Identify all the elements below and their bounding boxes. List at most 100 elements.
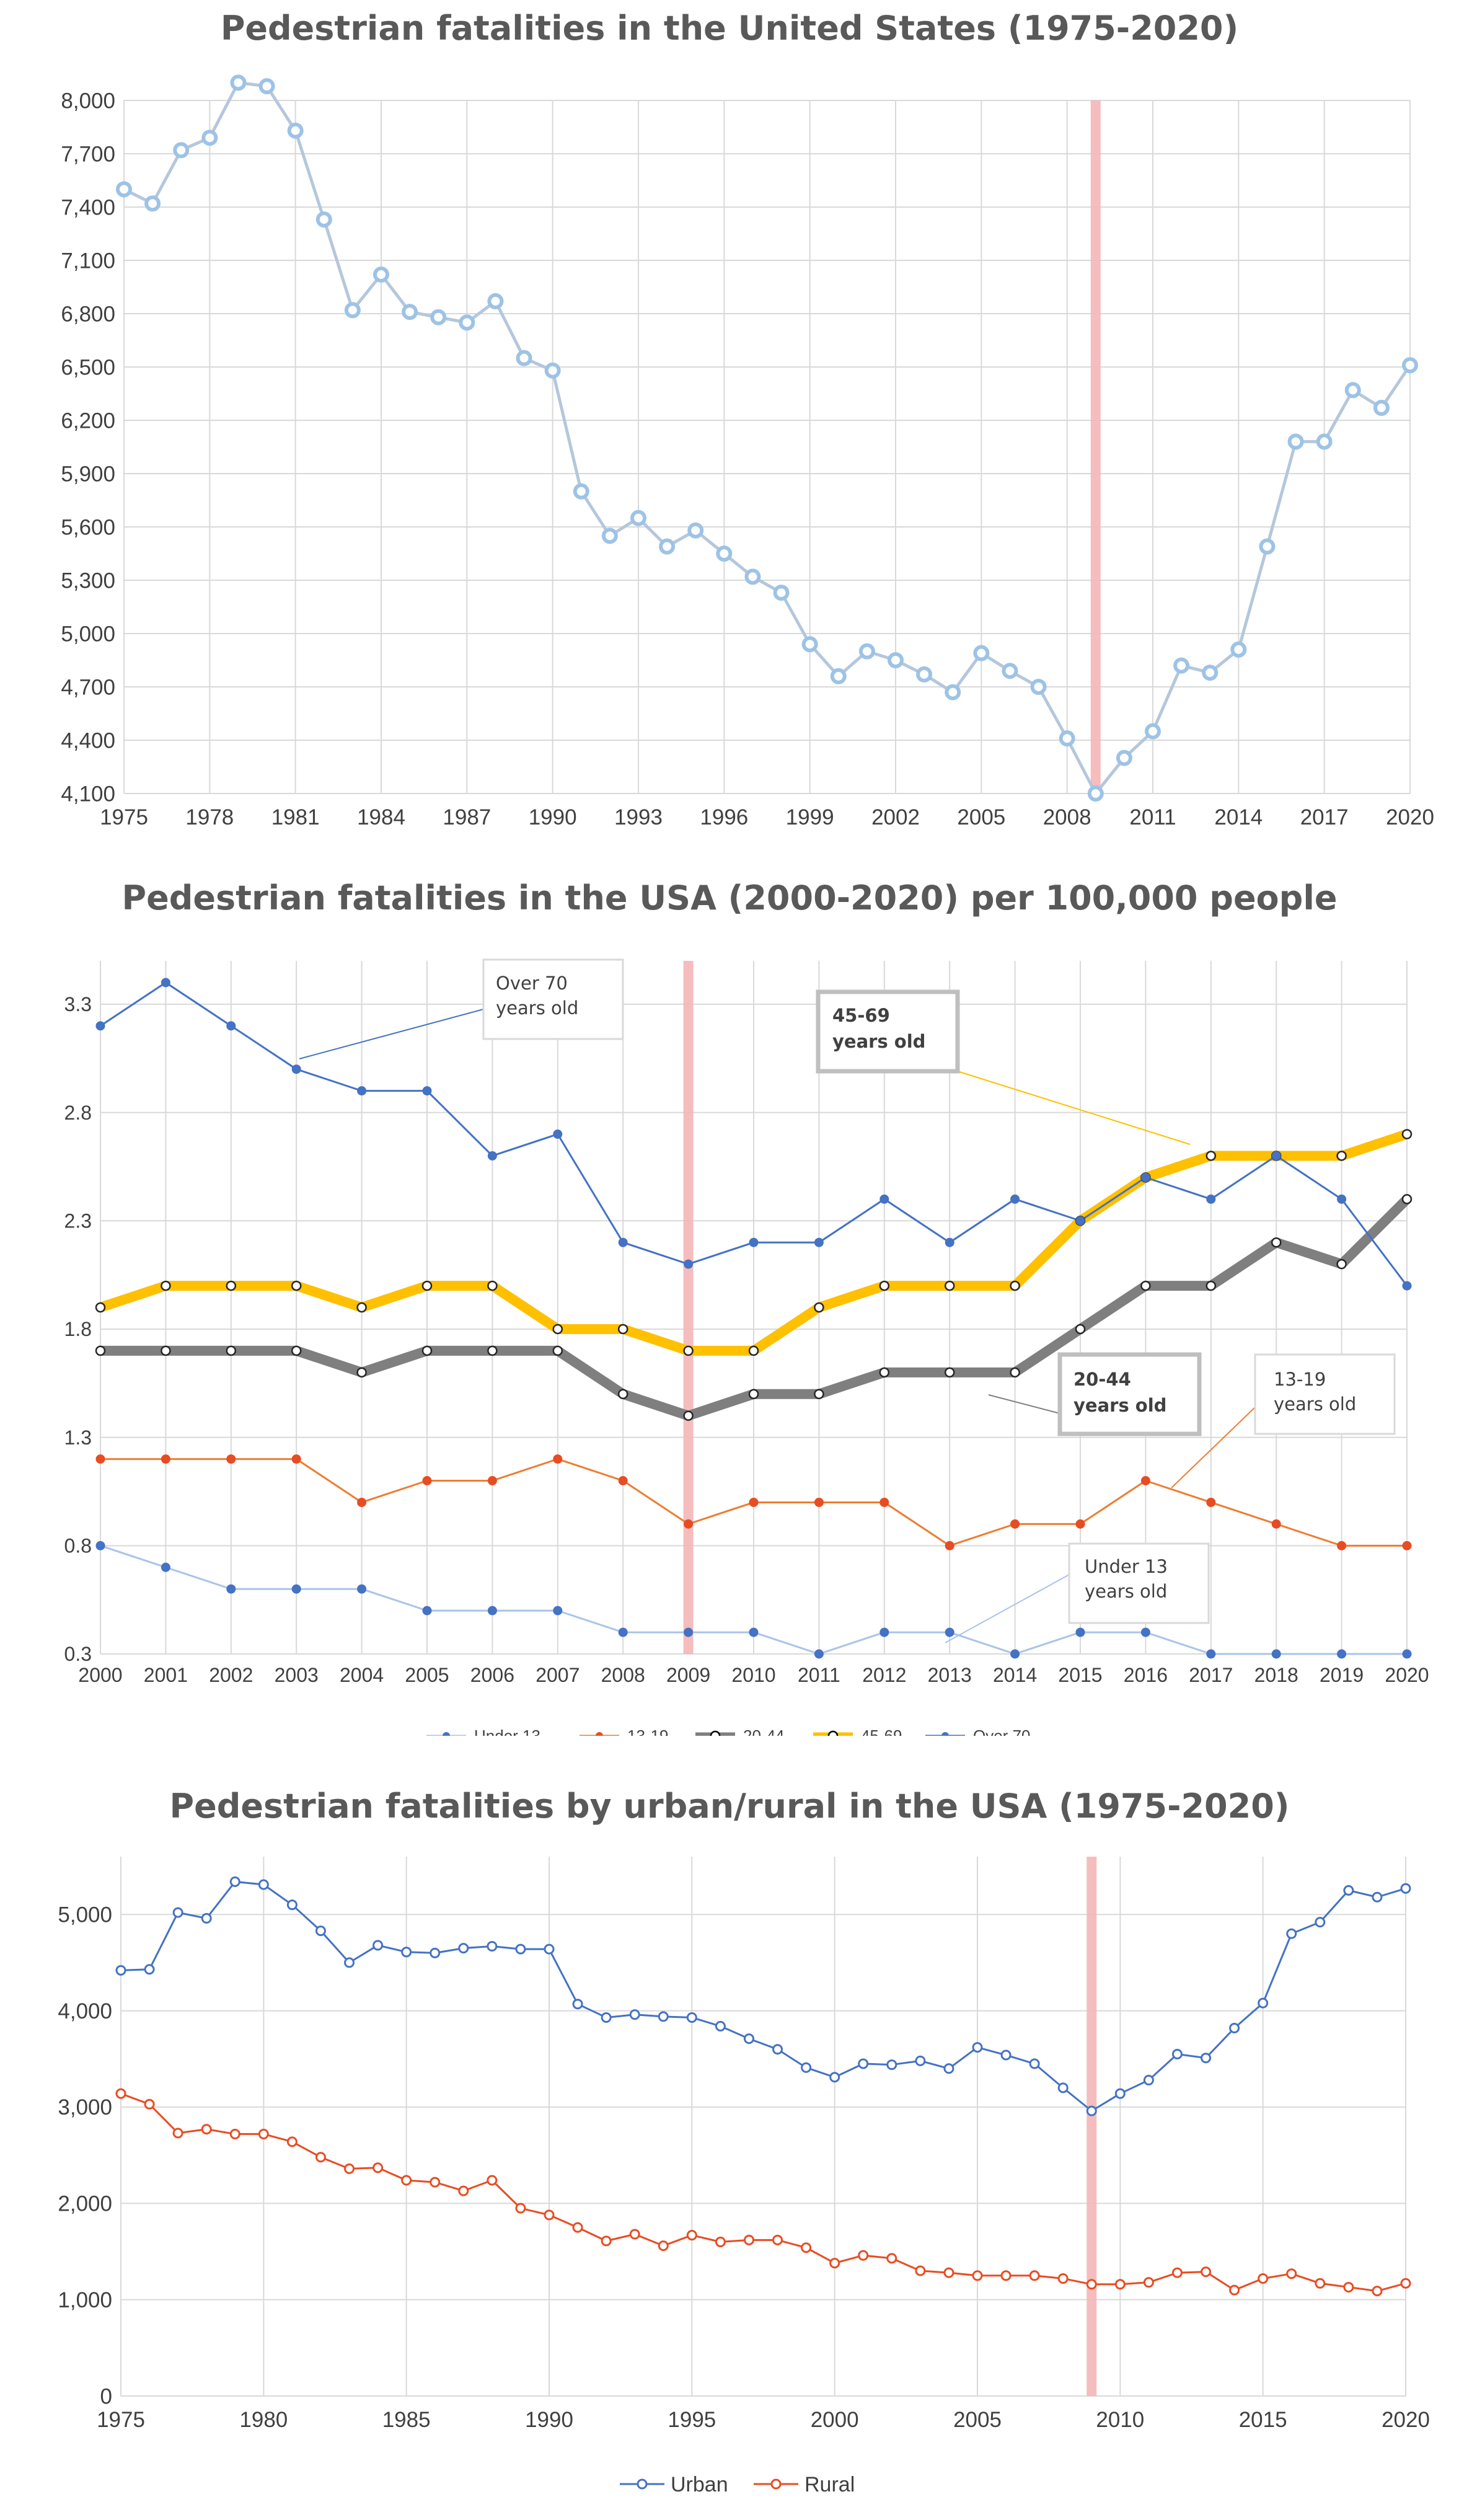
x-tick-label: 1985 bbox=[382, 2408, 431, 2432]
data-point bbox=[356, 1302, 367, 1313]
y-tick-label: 5,300 bbox=[61, 568, 115, 593]
data-point bbox=[226, 1021, 236, 1031]
data-point bbox=[879, 1497, 889, 1507]
data-point bbox=[749, 1237, 759, 1247]
data-point bbox=[683, 1345, 694, 1356]
data-point bbox=[1336, 1151, 1347, 1161]
data-point bbox=[286, 1899, 298, 1911]
data-point bbox=[1010, 1367, 1020, 1378]
legend-label: 13-19 bbox=[627, 1726, 669, 1736]
x-tick-label: 1999 bbox=[786, 805, 834, 829]
data-point bbox=[357, 1497, 367, 1507]
data-point bbox=[487, 293, 504, 309]
data-point bbox=[344, 2163, 355, 2174]
data-point bbox=[684, 1259, 694, 1269]
data-point bbox=[544, 2209, 555, 2221]
data-point bbox=[1059, 730, 1075, 747]
annotation-20-44: 20-44 years old bbox=[988, 1352, 1202, 1436]
data-point bbox=[1010, 1649, 1020, 1659]
data-point bbox=[888, 652, 904, 668]
data-point bbox=[422, 1476, 432, 1485]
data-point bbox=[1140, 1476, 1150, 1485]
data-point bbox=[1171, 2048, 1183, 2059]
x-tick-label: 2018 bbox=[1254, 1664, 1298, 1686]
annotation-text: years old bbox=[1274, 1394, 1356, 1415]
annotation-13-19: 13-19 years old bbox=[1171, 1353, 1396, 1488]
data-point bbox=[230, 74, 247, 91]
annotation-over-70: Over 70 years old bbox=[299, 958, 624, 1059]
data-point bbox=[357, 1086, 367, 1096]
y-tick-label: 3,000 bbox=[58, 2095, 112, 2120]
x-tick-label: 2007 bbox=[536, 1664, 580, 1686]
data-point bbox=[945, 1237, 954, 1247]
data-point bbox=[1201, 2266, 1212, 2278]
data-point bbox=[1337, 1649, 1347, 1659]
data-point bbox=[1229, 2284, 1240, 2296]
data-point bbox=[226, 1280, 237, 1291]
data-point bbox=[1010, 1280, 1020, 1291]
data-point bbox=[1201, 2053, 1212, 2064]
data-point bbox=[401, 1947, 412, 1958]
data-point bbox=[172, 2128, 183, 2139]
x-tick-label: 2002 bbox=[209, 1664, 253, 1686]
legend-item-rural[interactable]: Rural bbox=[754, 2473, 855, 2496]
legend-item-45-69[interactable]: 45-69 bbox=[813, 1726, 902, 1736]
legend-item-urban[interactable]: Urban bbox=[620, 2473, 728, 2496]
data-point bbox=[829, 2258, 840, 2269]
data-point bbox=[144, 2098, 155, 2110]
data-point bbox=[291, 1584, 301, 1594]
x-tick-label: 2008 bbox=[1043, 805, 1091, 829]
data-point bbox=[1337, 1541, 1347, 1550]
data-point bbox=[201, 130, 218, 146]
data-point bbox=[95, 1454, 105, 1464]
y-tick-label: 4,100 bbox=[61, 782, 115, 806]
data-point bbox=[658, 2011, 669, 2022]
data-point bbox=[1206, 1151, 1217, 1161]
data-point bbox=[553, 1454, 563, 1464]
legend-item-20-44[interactable]: 20-44 bbox=[695, 1726, 785, 1736]
x-tick-label: 2010 bbox=[731, 1664, 775, 1686]
data-point bbox=[572, 1999, 583, 2010]
data-point bbox=[879, 1280, 890, 1291]
x-tick-label: 2011 bbox=[798, 1664, 840, 1686]
data-point bbox=[973, 645, 990, 661]
data-point bbox=[1029, 2058, 1040, 2069]
annotation-text: Over 70 bbox=[496, 973, 568, 994]
data-point bbox=[422, 1606, 432, 1616]
data-point bbox=[1230, 641, 1247, 658]
y-tick-label: 5,000 bbox=[58, 1903, 112, 1927]
data-point bbox=[858, 2250, 869, 2261]
data-point bbox=[1075, 1324, 1086, 1335]
data-point bbox=[553, 1130, 563, 1139]
chart-urban-rural: Pedestrian fatalities by urban/rural in … bbox=[58, 1787, 1430, 2496]
data-point bbox=[1145, 723, 1161, 740]
data-point bbox=[287, 122, 304, 139]
x-tick-label: 1981 bbox=[271, 805, 320, 829]
data-point bbox=[1259, 538, 1276, 555]
legend-item-over-70[interactable]: Over 70 bbox=[925, 1726, 1031, 1736]
legend-label: Rural bbox=[804, 2473, 855, 2496]
legend-label: 20-44 bbox=[743, 1726, 785, 1736]
x-tick-label: 1993 bbox=[614, 805, 663, 829]
data-point bbox=[1140, 1627, 1150, 1637]
data-point bbox=[430, 1947, 441, 1958]
data-point bbox=[553, 1606, 563, 1616]
data-point bbox=[1143, 2074, 1154, 2085]
legend-item-under-13[interactable]: Under 13 bbox=[426, 1726, 540, 1736]
data-point bbox=[458, 2185, 469, 2196]
x-tick-label: 2000 bbox=[78, 1664, 122, 1686]
data-point bbox=[1258, 1997, 1269, 2009]
data-point bbox=[1315, 2278, 1326, 2289]
series-line-rural bbox=[120, 2092, 1406, 2292]
data-point bbox=[487, 1606, 497, 1616]
data-point bbox=[617, 1324, 628, 1335]
x-tick-label: 2005 bbox=[957, 805, 1005, 829]
data-point bbox=[1402, 1541, 1412, 1550]
y-tick-label: 2,000 bbox=[58, 2192, 112, 2216]
x-tick-label: 2015 bbox=[1058, 1664, 1102, 1686]
data-point bbox=[1206, 1280, 1217, 1291]
data-point bbox=[173, 142, 190, 159]
legend-item-13-19[interactable]: 13-19 bbox=[580, 1726, 669, 1736]
x-tick-label: 2000 bbox=[811, 2408, 859, 2432]
x-tick-label: 2010 bbox=[1096, 2408, 1144, 2432]
